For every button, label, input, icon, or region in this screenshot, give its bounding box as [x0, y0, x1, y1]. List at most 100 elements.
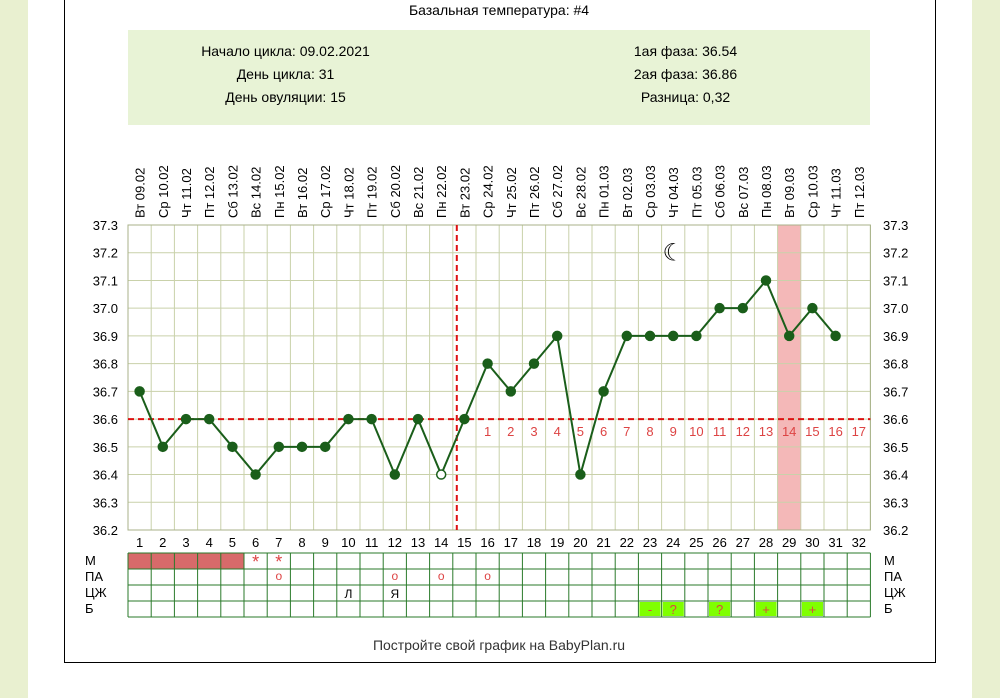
y-tick-label-right: 37.3	[883, 218, 908, 233]
date-label: Пт 12.03	[852, 167, 867, 218]
y-tick-label-right: 36.7	[883, 384, 908, 399]
date-label: Пн 08.03	[759, 165, 774, 218]
day-number: 31	[828, 535, 842, 550]
phase-day-number: 1	[484, 424, 491, 439]
phase-day-number: 11	[713, 424, 727, 439]
y-tick-label-right: 36.2	[883, 523, 908, 538]
day-number: 32	[852, 535, 866, 550]
date-label: Вс 21.02	[411, 167, 426, 218]
temperature-point	[250, 469, 261, 480]
day-number: 27	[736, 535, 750, 550]
temperature-point	[691, 330, 702, 342]
test-result-mark: -	[648, 602, 652, 617]
pa-mark: o	[438, 569, 445, 583]
temperature-point	[644, 330, 656, 342]
date-label: Вт 16.02	[295, 168, 310, 218]
phase-day-number: 15	[805, 424, 819, 439]
babyplan-link[interactable]: Постройте свой график на BabyPlan.ru	[372, 637, 626, 653]
day-number: 9	[322, 535, 329, 550]
temperature-point	[528, 358, 540, 369]
day-number: 1	[136, 535, 143, 550]
day-number: 17	[504, 535, 518, 550]
y-tick-label-right: 36.6	[883, 412, 908, 427]
row-label-right: Б	[884, 601, 893, 616]
date-label: Вт 09.02	[133, 168, 148, 218]
phase-day-number: 6	[600, 424, 607, 439]
phase-day-number: 3	[530, 424, 537, 439]
date-label: Чт 04.03	[666, 167, 681, 218]
temperature-point	[273, 441, 285, 453]
menstruation-cell	[197, 553, 221, 569]
temperature-point	[459, 413, 470, 425]
temperature-point	[783, 330, 795, 342]
cycle-info-box: Начало цикла: 09.02.2021 День цикла: 31 …	[128, 30, 870, 125]
menstruation-cell	[174, 553, 198, 569]
y-tick-label-left: 36.7	[93, 384, 118, 399]
date-label: Пт 12.02	[202, 167, 217, 218]
pa-mark: o	[275, 569, 282, 583]
temperature-point	[807, 302, 818, 314]
y-tick-label-left: 37.1	[93, 273, 118, 288]
phase-two: 2ая фаза: 36.86	[633, 66, 738, 82]
y-tick-label-left: 36.3	[93, 495, 118, 510]
day-number: 11	[365, 535, 379, 550]
date-label: Ср 03.03	[643, 165, 658, 218]
date-label: Вс 07.03	[736, 167, 751, 218]
day-number: 6	[252, 535, 259, 550]
phase-day-number: 9	[670, 424, 677, 439]
date-label: Вс 28.02	[573, 167, 588, 218]
day-number: 2	[159, 535, 166, 550]
y-tick-label-left: 37.3	[93, 218, 118, 233]
day-number: 21	[596, 535, 610, 550]
test-result-mark: +	[809, 602, 817, 617]
menstruation-cell	[220, 553, 244, 569]
row-label-left: М	[85, 553, 96, 568]
day-number: 16	[480, 535, 494, 550]
phase-day-number: 13	[759, 424, 773, 439]
phase-difference: Разница: 0,32	[640, 89, 731, 105]
y-tick-label-right: 36.8	[883, 357, 908, 372]
y-tick-label-left: 36.4	[93, 468, 118, 483]
cervical-mark: Я	[390, 587, 399, 601]
y-tick-label-left: 36.2	[93, 523, 118, 538]
row-label-left: Б	[85, 601, 94, 616]
y-tick-label-right: 36.3	[883, 495, 908, 510]
test-result-mark: ?	[670, 602, 677, 617]
temperature-point	[343, 413, 354, 425]
temperature-point	[575, 469, 586, 480]
row-label-right: ПА	[884, 569, 902, 584]
phase-one: 1ая фаза: 36.54	[633, 43, 738, 59]
temperature-point	[830, 330, 841, 342]
test-result-cell	[639, 602, 661, 616]
menstruation-cell	[151, 553, 175, 569]
date-label: Чт 18.02	[341, 167, 356, 218]
menstruation-cell	[128, 553, 152, 569]
day-number: 23	[643, 535, 657, 550]
phase-day-number: 16	[828, 424, 842, 439]
date-label: Ср 17.02	[318, 165, 333, 218]
date-label: Пн 15.02	[272, 165, 287, 218]
pa-mark: o	[391, 569, 398, 583]
chart-title: Базальная температура: #4	[408, 2, 590, 18]
day-number: 20	[573, 535, 587, 550]
phase-day-number: 2	[507, 424, 514, 439]
ovulation-day: День овуляции: 15	[225, 89, 346, 105]
date-label: Пт 19.02	[365, 167, 380, 218]
temperature-point	[505, 386, 517, 397]
temperature-point	[227, 441, 238, 453]
day-number: 15	[457, 535, 471, 550]
cervical-mark: Л	[344, 587, 352, 601]
day-number: 22	[620, 535, 634, 550]
temperature-point	[296, 441, 308, 453]
temperature-point	[203, 413, 215, 425]
test-result-cell	[662, 602, 684, 616]
day-number: 13	[411, 535, 425, 550]
cycle-day: День цикла: 31	[236, 66, 335, 82]
date-label: Ср 24.02	[481, 165, 496, 218]
date-label: Сб 06.03	[713, 165, 728, 218]
temperature-point	[389, 469, 401, 480]
date-label: Пн 22.02	[434, 165, 449, 218]
phase-day-number: 8	[646, 424, 653, 439]
temperature-point	[134, 386, 145, 397]
